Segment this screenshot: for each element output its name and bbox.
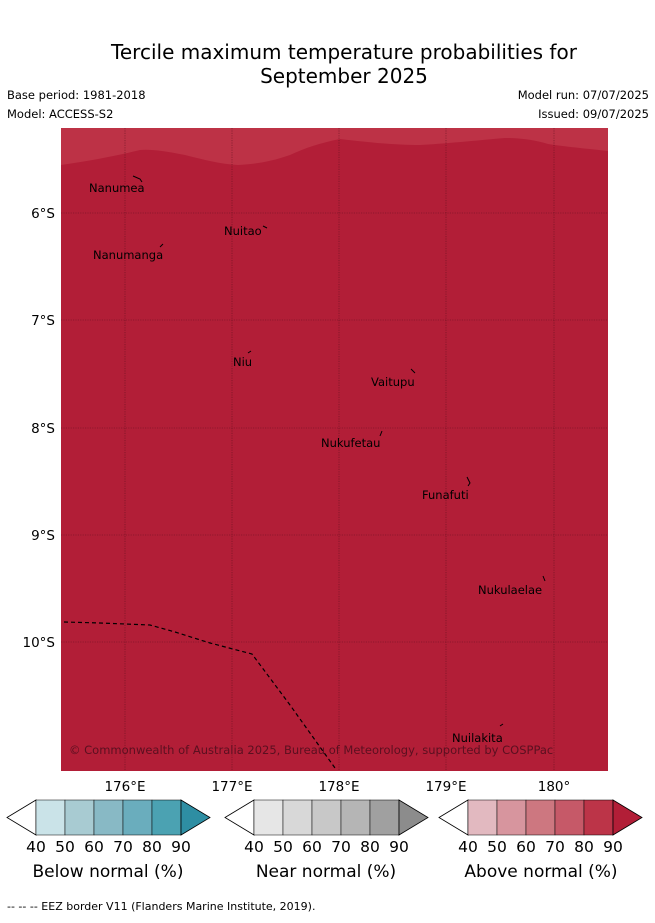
island-nukulaelae [542,575,546,582]
colorbar-low-extension [224,799,255,836]
place-labels: Nanumea Nuitao Nanumanga Niu Vaitupu Nuk… [89,181,542,745]
island-niu [247,350,252,354]
colorbar-segment [93,799,124,836]
label-nuitao: Nuitao [224,224,262,238]
below-tick-80: 80 [142,838,162,856]
below-tick-60: 60 [84,838,104,856]
colorbar-segment [554,799,585,836]
label-nanumea: Nanumea [89,181,145,195]
lon-label-179e: 179°E [425,779,466,795]
title-line-2: September 2025 [260,64,428,88]
above-tick-40: 40 [458,838,478,856]
copyright-notice: © Commonwealth of Australia 2025, Bureau… [69,743,553,757]
colorbar-segment [282,799,313,836]
lat-label-10s: 10°S [23,635,56,651]
near-normal-colorbar [224,799,429,836]
label-niu: Niu [233,355,252,369]
above-tick-90: 90 [603,838,623,856]
colorbar-high-extension [398,799,429,836]
label-vaitupu: Vaitupu [371,375,415,389]
above-tick-50: 50 [487,838,507,856]
lat-label-7s: 7°S [31,313,55,329]
lat-labels: 6°S 7°S 8°S 9°S 10°S [23,206,56,651]
near-tick-80: 80 [360,838,380,856]
lon-label-177e: 177°E [211,779,252,795]
label-funafuti: Funafuti [422,488,469,502]
model-run: Model run: 07/07/2025 [517,88,649,102]
colorbar-low-extension [6,799,37,836]
island-nanumanga [159,243,164,248]
below-normal-colorbar [6,799,211,836]
islands [132,175,546,727]
lat-label-8s: 8°S [31,421,55,437]
below-tick-90: 90 [171,838,191,856]
near-tick-40: 40 [244,838,264,856]
lon-label-176e: 176°E [104,779,145,795]
label-nuilakita: Nuilakita [452,731,503,745]
below-tick-40: 40 [26,838,46,856]
title-line-1: Tercile maximum temperature probabilitie… [111,40,577,64]
near-normal-label: Near normal (%) [255,862,397,882]
probability-fill [61,128,608,771]
label-nanumanga: Nanumanga [93,248,163,262]
colorbar-high-extension [612,799,643,836]
island-nanumea [132,175,143,183]
near-tick-50: 50 [273,838,293,856]
eez-border [63,621,336,769]
colorbar-segment [340,799,371,836]
above-normal-label: Above normal (%) [464,862,618,882]
lon-label-178e: 178°E [318,779,359,795]
lat-label-6s: 6°S [31,206,55,222]
colorbar-low-extension [438,799,469,836]
label-nukufetau: Nukufetau [321,436,380,450]
colorbar-segment [525,799,556,836]
island-vaitupu [410,368,416,374]
above-tick-60: 60 [516,838,536,856]
colorbar-segment [122,799,153,836]
island-funafuti [466,476,471,487]
above-tick-70: 70 [545,838,565,856]
colorbar-segment [467,799,498,836]
lon-labels: 176°E 177°E 178°E 179°E 180° [104,779,570,795]
island-nukufetau [379,430,383,437]
island-nuitao [262,225,268,229]
below-tick-70: 70 [113,838,133,856]
near-tick-60: 60 [302,838,322,856]
above-normal-colorbar [438,799,643,836]
colorbar-segment [35,799,66,836]
colorbar-segment [583,799,614,836]
colorbar-segment [253,799,284,836]
below-normal-label: Below normal (%) [32,862,184,882]
near-tick-90: 90 [389,838,409,856]
top-band [61,128,608,165]
colorbar-segment [496,799,527,836]
base-period: Base period: 1981-2018 [7,88,146,102]
colorbars [6,799,643,836]
above-tick-80: 80 [574,838,594,856]
colorbar-segment [64,799,95,836]
colorbar-segment [151,799,182,836]
lon-label-180: 180° [538,779,571,795]
colorbar-high-extension [180,799,211,836]
eez-footnote: -- -- -- EEZ border V11 (Flanders Marine… [7,900,316,913]
issued-date: Issued: 09/07/2025 [538,107,649,121]
colorbar-segment [369,799,400,836]
below-tick-50: 50 [55,838,75,856]
near-tick-70: 70 [331,838,351,856]
label-nukulaelae: Nukulaelae [478,583,542,597]
graticule [61,128,608,771]
lat-label-9s: 9°S [31,528,55,544]
model-name: Model: ACCESS-S2 [7,107,114,121]
island-nuilakita [499,723,504,727]
colorbar-segment [311,799,342,836]
chart-title: Tercile maximum temperature probabilitie… [0,40,655,88]
